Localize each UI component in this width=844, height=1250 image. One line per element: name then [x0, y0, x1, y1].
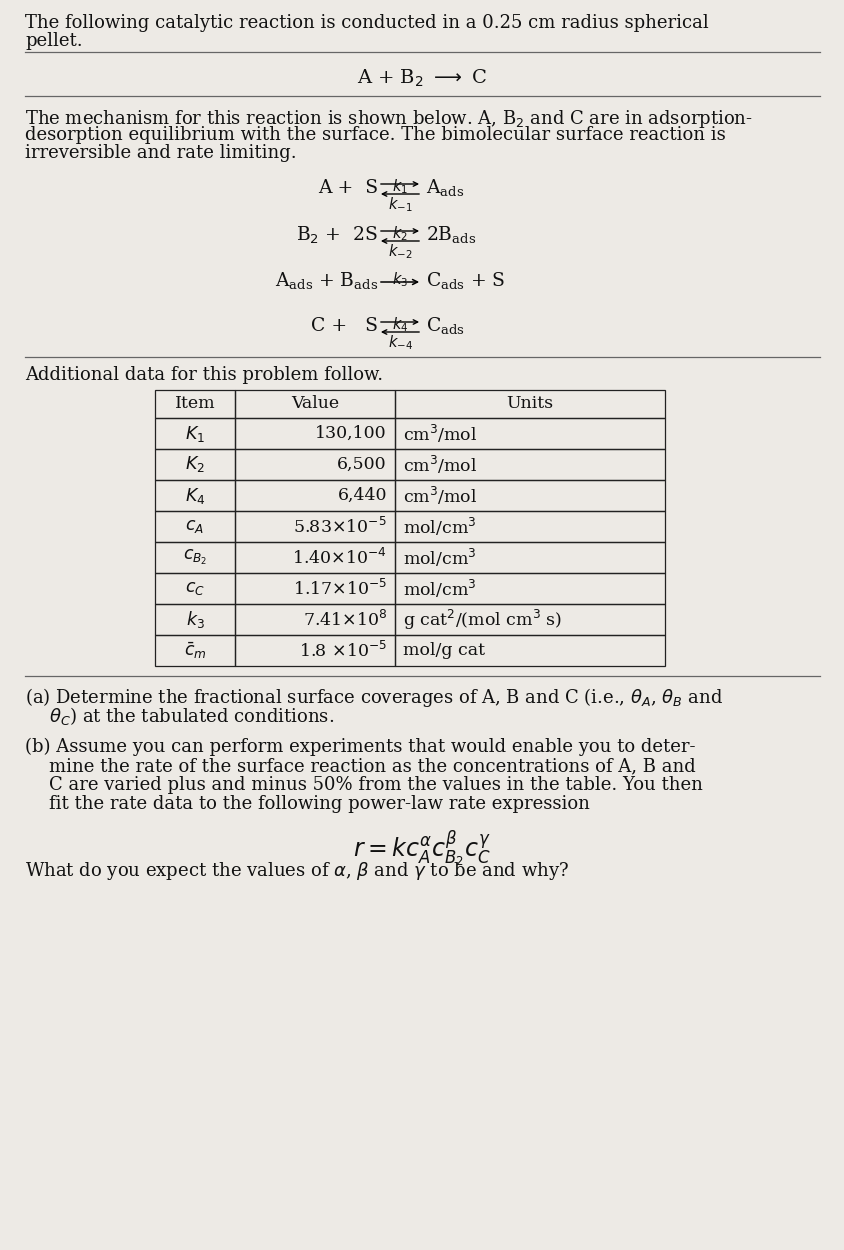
Text: $k_1$: $k_1$ [392, 177, 408, 196]
Bar [395, 542, 665, 572]
Text: 6,500: 6,500 [338, 456, 387, 472]
Bar [235, 604, 395, 635]
Text: cm$^3$/mol: cm$^3$/mol [403, 422, 478, 445]
Text: $K_4$: $K_4$ [185, 485, 205, 505]
Text: $k_3$: $k_3$ [392, 270, 408, 289]
Text: $k_2$: $k_2$ [392, 224, 408, 243]
Text: $k_{-4}$: $k_{-4}$ [387, 332, 413, 351]
Text: 2B$_\mathregular{ads}$: 2B$_\mathregular{ads}$ [426, 224, 476, 246]
Bar [235, 635, 395, 666]
Text: $K_1$: $K_1$ [185, 424, 205, 444]
Bar [235, 542, 395, 572]
Bar [235, 390, 395, 418]
Text: $k_3$: $k_3$ [186, 609, 204, 630]
Text: 1.8 $\times$10$^{-5}$: 1.8 $\times$10$^{-5}$ [299, 640, 387, 660]
Text: cm$^3$/mol: cm$^3$/mol [403, 454, 478, 475]
Text: 130,100: 130,100 [316, 425, 387, 442]
Text: desorption equilibrium with the surface. The bimolecular surface reaction is: desorption equilibrium with the surface.… [25, 126, 726, 144]
Text: Value: Value [291, 395, 339, 412]
Text: fit the rate data to the following power-law rate expression: fit the rate data to the following power… [49, 795, 590, 812]
Bar [235, 418, 395, 449]
Text: g cat$^2$/(mol cm$^3$ s): g cat$^2$/(mol cm$^3$ s) [403, 608, 562, 631]
Text: $c_{B_2}$: $c_{B_2}$ [183, 548, 207, 568]
Bar [235, 572, 395, 604]
Text: mol/cm$^3$: mol/cm$^3$ [403, 515, 477, 538]
Text: mol/g cat: mol/g cat [403, 642, 485, 659]
Text: $k_{-2}$: $k_{-2}$ [387, 242, 412, 261]
Text: $c_A$: $c_A$ [186, 518, 204, 535]
Text: $r = kc_A^{\alpha}c_{B_2}^{\beta}c_C^{\gamma}$: $r = kc_A^{\alpha}c_{B_2}^{\beta}c_C^{\g… [353, 828, 491, 869]
Text: $k_{-1}$: $k_{-1}$ [387, 195, 412, 214]
Bar [235, 480, 395, 511]
Text: A +  S: A + S [318, 179, 378, 198]
Bar [155, 418, 235, 449]
Text: B$_2$ +  2S: B$_2$ + 2S [296, 224, 378, 246]
Text: 6,440: 6,440 [338, 488, 387, 504]
Text: C +   S: C + S [311, 318, 378, 335]
Text: C$_\mathregular{ads}$ + S: C$_\mathregular{ads}$ + S [426, 270, 506, 291]
Bar [235, 449, 395, 480]
Text: C$_\mathregular{ads}$: C$_\mathregular{ads}$ [426, 315, 465, 336]
Text: 7.41$\times$10$^8$: 7.41$\times$10$^8$ [302, 610, 387, 630]
Text: pellet.: pellet. [25, 32, 83, 50]
Text: 5.83$\times$10$^{-5}$: 5.83$\times$10$^{-5}$ [294, 516, 387, 536]
Text: Units: Units [506, 395, 554, 412]
Text: The following catalytic reaction is conducted in a 0.25 cm radius spherical: The following catalytic reaction is cond… [25, 14, 709, 32]
Text: (b) Assume you can perform experiments that would enable you to deter-: (b) Assume you can perform experiments t… [25, 738, 695, 756]
Text: mol/cm$^3$: mol/cm$^3$ [403, 546, 477, 569]
Text: Item: Item [175, 395, 215, 412]
Bar [155, 604, 235, 635]
Text: Additional data for this problem follow.: Additional data for this problem follow. [25, 366, 383, 384]
Text: $\theta_C$) at the tabulated conditions.: $\theta_C$) at the tabulated conditions. [49, 705, 334, 727]
Bar [155, 480, 235, 511]
Bar [395, 635, 665, 666]
Bar [395, 449, 665, 480]
Text: 1.17$\times$10$^{-5}$: 1.17$\times$10$^{-5}$ [293, 579, 387, 599]
Bar [395, 390, 665, 418]
Text: cm$^3$/mol: cm$^3$/mol [403, 485, 478, 506]
Text: $\bar{c}_m$: $\bar{c}_m$ [184, 640, 206, 661]
Text: A + B$_2$ $\longrightarrow$ C: A + B$_2$ $\longrightarrow$ C [357, 68, 487, 89]
Bar [395, 418, 665, 449]
Text: The mechanism for this reaction is shown below. A, B$_2$ and C are in adsorption: The mechanism for this reaction is shown… [25, 107, 753, 130]
Bar [155, 511, 235, 542]
Text: C are varied plus and minus 50% from the values in the table. You then: C are varied plus and minus 50% from the… [49, 776, 703, 794]
Bar [395, 572, 665, 604]
Bar [155, 635, 235, 666]
Text: mine the rate of the surface reaction as the concentrations of A, B and: mine the rate of the surface reaction as… [49, 758, 695, 775]
Text: $k_4$: $k_4$ [392, 315, 408, 334]
Text: (a) Determine the fractional surface coverages of A, B and C (i.e., $\theta_A$, : (a) Determine the fractional surface cov… [25, 686, 723, 709]
Bar [235, 511, 395, 542]
Bar [155, 572, 235, 604]
Text: mol/cm$^3$: mol/cm$^3$ [403, 578, 477, 600]
Text: $K_2$: $K_2$ [185, 455, 205, 475]
Text: A$_\mathregular{ads}$ + B$_\mathregular{ads}$: A$_\mathregular{ads}$ + B$_\mathregular{… [274, 270, 378, 291]
Text: $c_C$: $c_C$ [185, 580, 205, 598]
Bar [155, 390, 235, 418]
Bar [395, 511, 665, 542]
Bar [155, 449, 235, 480]
Bar [155, 542, 235, 572]
Text: A$_\mathregular{ads}$: A$_\mathregular{ads}$ [426, 177, 464, 199]
Text: 1.40$\times$10$^{-4}$: 1.40$\times$10$^{-4}$ [292, 548, 387, 568]
Text: What do you expect the values of $\alpha$, $\beta$ and $\gamma$ to be and why?: What do you expect the values of $\alpha… [25, 860, 569, 882]
Bar [395, 604, 665, 635]
Bar [395, 480, 665, 511]
Text: irreversible and rate limiting.: irreversible and rate limiting. [25, 144, 296, 162]
